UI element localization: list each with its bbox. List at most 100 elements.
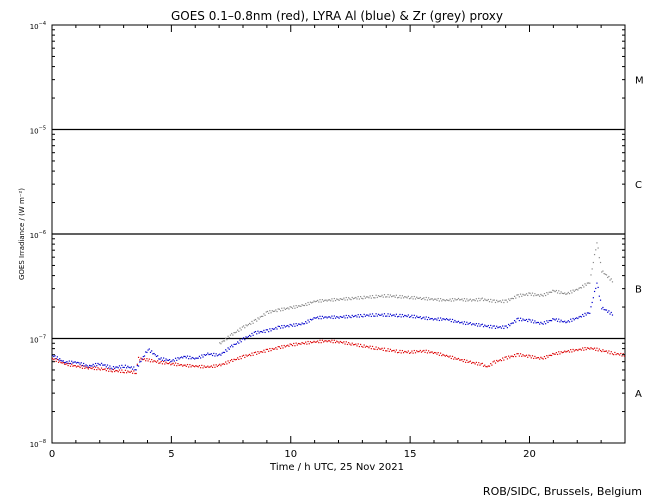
data-point [354,343,356,346]
data-point [617,353,620,355]
data-point [229,360,232,362]
data-point [351,296,353,299]
data-point [499,300,501,302]
data-point [459,322,461,324]
data-point [535,357,537,359]
data-point [324,316,326,318]
data-point [545,294,547,297]
data-point [565,322,567,324]
data-point [396,297,399,299]
data-point [333,339,335,341]
data-point [407,350,409,352]
data-point [586,312,588,314]
data-point [376,296,378,299]
data-point [517,353,519,355]
data-point [211,354,214,357]
data-point [198,355,201,357]
data-point [508,323,510,326]
data-point [54,355,56,357]
data-point [315,341,318,343]
data-point [527,294,529,297]
data-point [404,350,406,353]
data-point [203,365,205,367]
data-point [609,279,611,281]
data-point [586,347,588,349]
data-point [580,316,583,318]
data-point [435,352,437,354]
data-point [608,350,610,352]
data-point [166,362,168,365]
data-point [134,369,136,371]
data-point [504,325,506,327]
data-point [392,350,394,352]
data-point [130,366,132,368]
data-point [462,300,464,302]
data-point [597,286,599,289]
data-point [349,316,351,318]
data-point [406,351,408,354]
data-point [386,296,388,298]
data-point [579,315,581,318]
data-point [192,357,195,359]
data-point [78,362,80,364]
data-point [522,293,524,295]
data-point [221,363,223,365]
data-point [312,318,314,320]
data-point [309,341,312,343]
data-point [184,364,186,366]
data-point [340,341,343,344]
data-point [259,351,261,353]
data-point [328,340,331,342]
data-point [291,307,294,309]
data-point [607,311,609,313]
data-point [552,289,554,291]
data-point [301,341,303,344]
data-point [386,315,388,317]
data-point [369,313,371,315]
data-point [309,301,312,303]
data-point [475,361,477,363]
data-point [166,359,168,361]
data-point [303,304,306,307]
data-point [254,351,257,353]
data-point [487,298,489,301]
data-point [308,321,310,323]
data-point [508,355,510,357]
data-point [260,351,263,353]
data-point [468,322,470,325]
data-point [564,320,566,322]
data-point [559,353,561,355]
data-point [379,348,381,350]
data-point [287,344,289,346]
data-point [283,307,285,309]
data-point [361,315,363,317]
data-point [344,317,346,319]
data-point [79,363,81,365]
data-point [399,294,401,297]
data-point [330,341,332,343]
data-point [510,298,512,300]
data-point [137,356,140,358]
data-point [63,363,66,365]
data-point [512,322,514,324]
data-point [586,282,588,284]
data-point [492,325,494,327]
data-point [393,349,395,351]
data-point [448,356,450,358]
data-point [556,353,559,356]
data-point [405,296,407,298]
data-point [473,299,475,301]
data-point [294,325,296,327]
data-point [597,247,599,249]
data-point [266,329,269,331]
data-point [605,350,608,352]
data-point [515,321,517,323]
data-point [226,339,228,341]
data-point [352,298,355,300]
data-point [179,357,181,359]
data-point [373,348,375,350]
data-point [438,300,440,302]
data-point [331,315,333,317]
data-point [69,362,72,365]
data-point [200,357,202,359]
